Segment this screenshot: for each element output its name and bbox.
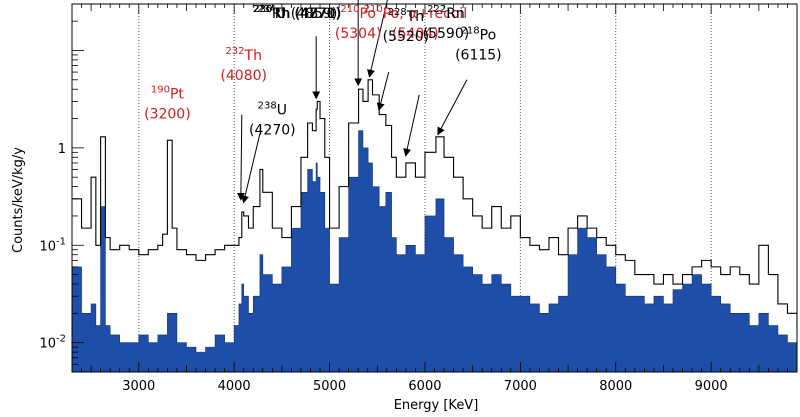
isotope-label: 218Po	[461, 25, 497, 43]
x-tick-label: 7000	[504, 379, 537, 394]
x-axis-title: Energy [KeV]	[394, 398, 479, 413]
outline-histogram-series	[72, 79, 797, 326]
plot-area: 3000 4000 5000 6000 7000 8000 9000 1 10-1 10-2 190…	[39, 0, 798, 394]
isotope-energy-label: (5590)	[423, 26, 470, 42]
isotope-label: 226Rn (4871)	[253, 4, 342, 22]
isotope-label: 210Po, α+recoil	[364, 4, 468, 22]
isotope-label: 230Th (4770)	[253, 4, 341, 22]
x-tick-label: 3000	[122, 379, 155, 394]
x-tick-label: 4000	[218, 379, 251, 394]
isotope-energy-label: (5304)	[335, 26, 382, 42]
isotope-label: 234U (4859)	[257, 4, 337, 22]
isotope-energy-label: (4080)	[220, 68, 267, 84]
isotope-label: 222Rn	[427, 4, 465, 22]
isotope-energy-label: (6115)	[455, 47, 502, 63]
isotope-label: 210Po	[340, 4, 376, 22]
x-tick-label: 8000	[599, 379, 632, 394]
series-group	[72, 79, 797, 372]
isotope-energy-label: (5404)	[392, 26, 439, 42]
filled-histogram-series	[72, 130, 797, 372]
y-tick-label: 10-1	[39, 236, 66, 254]
arrow	[437, 79, 468, 136]
isotope-label: 232Th	[225, 46, 262, 64]
arrow	[403, 94, 420, 157]
arrow	[376, 71, 390, 112]
y-axis-title: Counts/keV/kg/y	[11, 147, 26, 253]
isotope-energy-label: (3200)	[144, 107, 191, 123]
arrow	[236, 114, 245, 201]
isotope-label: 238U	[258, 101, 287, 119]
isotope-label: 228Th	[388, 7, 425, 25]
y-tick-label: 10-2	[39, 334, 66, 352]
x-tick-label: 5000	[313, 379, 346, 394]
x-tick-label: 9000	[695, 379, 728, 394]
isotope-energy-label: (4270)	[249, 123, 296, 139]
isotope-energy-label: (5520)	[383, 29, 430, 45]
x-tick-label: 6000	[408, 379, 441, 394]
arrow	[367, 0, 388, 78]
y-tick-label: 1	[58, 142, 66, 157]
arrow	[241, 133, 261, 204]
isotope-label: 190Pt	[151, 85, 185, 103]
